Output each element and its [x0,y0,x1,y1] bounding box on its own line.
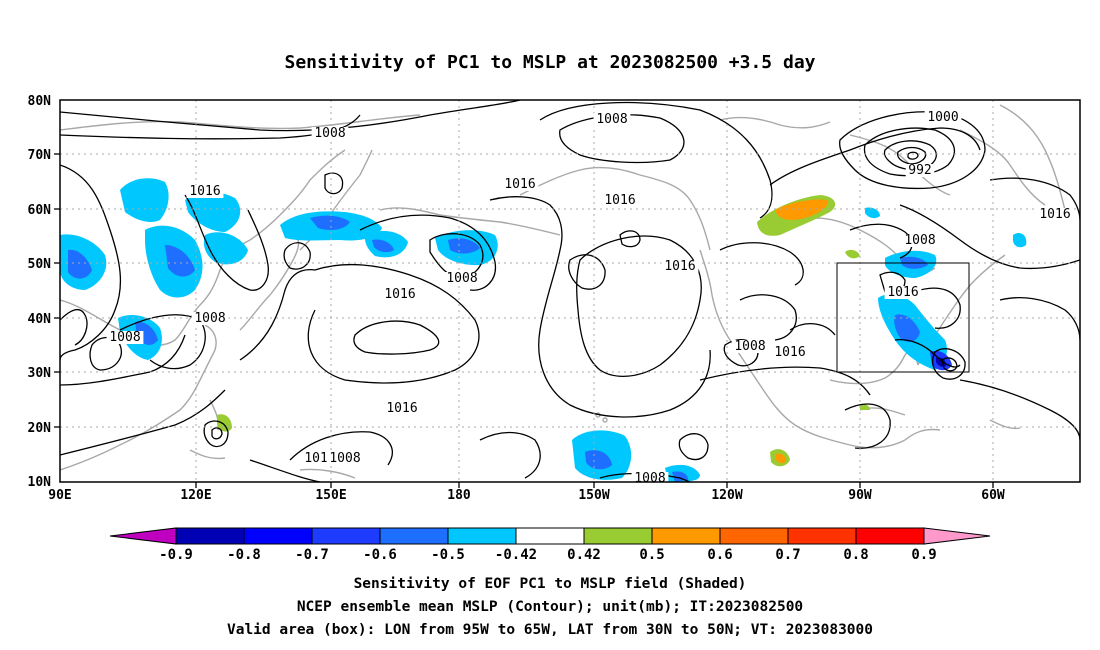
contour-label: 1016 [189,184,220,199]
contour-label-bg [191,312,229,325]
contour-label: 1016 [887,285,918,300]
colorbar-labels: -0.9 -0.8 -0.7 -0.6 -0.5 -0.42 0.42 0.5 0.6 0.7 0.… [159,547,937,563]
contour-label-bg [106,331,144,344]
contour-label: 1008 [314,126,345,141]
contour-label: 1016 [664,259,695,274]
contour-label: 1008 [596,112,627,127]
colorbar-swatch [855,527,925,545]
lon-label: 180 [447,488,471,503]
lat-label: 80N [28,94,52,109]
lat-label: 60N [28,203,52,218]
contour-label-bg [443,272,481,285]
colorbar-label: 0.9 [911,547,936,563]
contour-label-bg [924,111,962,124]
lon-label: 120W [711,488,742,503]
colorbar-swatch [175,527,245,545]
colorbar-swatch [243,527,313,545]
colorbar-label: -0.6 [363,547,397,563]
contour-label: 1008 [194,311,225,326]
caption-line-1: Sensitivity of EOF PC1 to MSLP field (Sh… [354,576,747,592]
colorbar-label: -0.5 [431,547,465,563]
colorbar-swatch [311,527,381,545]
colorbar-swatch [447,527,517,545]
colorbar-label: 0.8 [843,547,868,563]
contour-label: 1008 [904,233,935,248]
axis-ticks [54,153,994,488]
contour-label-bg [501,178,539,191]
colorbar-swatches [109,527,991,545]
contour-label: 1008 [109,330,140,345]
contour-label: 1016 [604,193,635,208]
contour-label: 1008 [446,271,477,286]
contour-label: 1008 [329,451,360,466]
contour-label: 1016 [386,401,417,416]
contour-label-bg [731,340,769,353]
contour-label: 1008 [634,471,665,486]
caption-line-3: Valid area (box): LON from 95W to 65W, L… [227,622,873,638]
lon-label: 150W [578,488,609,503]
valid-area-box [836,262,970,373]
colorbar-swatch [719,527,789,545]
contour-label: 992 [908,163,931,178]
lon-label: 120E [180,488,211,503]
colorbar-swatch [651,527,721,545]
contour-label-bg [311,127,349,140]
colorbar-label: 0.5 [639,547,664,563]
lat-label: 50N [28,257,52,272]
contour-label-bg [593,113,631,126]
colorbar-swatch [583,527,653,545]
lat-label: 30N [28,366,52,381]
colorbar-label: -0.7 [295,547,329,563]
colorbar-label: -0.42 [495,547,537,563]
contour-label-bg [901,234,939,247]
mslp-contours [60,100,1080,482]
colorbar-arrow-low [109,527,177,545]
graticule [60,100,1080,482]
contour-label-bg [1036,208,1074,221]
colorbar-label: 0.6 [707,547,732,563]
colorbar-label: -0.8 [227,547,261,563]
lat-label: 10N [28,475,52,490]
map-panel: 1008 1008 1016 1008 1016 1008 1016 1016 1016 1008… [28,94,1081,503]
lon-labels: 90E 120E 150E 180 150W 120W 90W 60W [48,488,1005,503]
contour-label: 1000 [927,110,958,125]
contour-label-bg [905,164,935,177]
contour-label: 1016 [384,287,415,302]
lat-label: 20N [28,421,52,436]
lat-labels: 10N 20N 30N 40N 50N 60N 70N 80N [28,94,52,490]
colorbar: -0.9 -0.8 -0.7 -0.6 -0.5 -0.42 0.42 0.5 0.6 0.7 0.… [109,527,991,563]
map-background [60,100,1080,482]
contour-label: 1016 [504,177,535,192]
contour-label-bg [383,402,421,415]
contour-label: 1016 [774,345,805,360]
contour-label-bg [601,194,639,207]
contour-label: 1008 [734,339,765,354]
lon-label: 150E [315,488,346,503]
contour-label: 1016 [1039,207,1070,222]
contour-label-bg [661,260,699,273]
contour-label-bg [381,288,419,301]
lon-label: 60W [981,488,1005,503]
contour-label-bg [884,286,922,299]
contour-labels: 1008 1008 1016 1008 1016 1008 1016 1016 1016 1008… [106,110,1074,486]
colorbar-swatch [379,527,449,545]
contour-label-bg [186,185,224,198]
colorbar-label: 0.7 [775,547,800,563]
lat-label: 70N [28,148,52,163]
map-frame [59,99,1081,483]
caption-line-2: NCEP ensemble mean MSLP (Contour); unit(… [297,599,803,615]
contour-label-bg [326,452,364,465]
lon-label: 90W [848,488,872,503]
lat-label: 40N [28,312,52,327]
chart-title: Sensitivity of PC1 to MSLP at 2023082500… [284,52,815,73]
lon-label: 90E [48,488,71,503]
colorbar-swatch [515,527,585,545]
colorbar-swatch [787,527,857,545]
caption: Sensitivity of EOF PC1 to MSLP field (Sh… [227,576,873,638]
colorbar-arrow-high [923,527,991,545]
contour-label-bg [771,346,809,359]
colorbar-label: -0.9 [159,547,193,563]
colorbar-label: 0.42 [567,547,601,563]
